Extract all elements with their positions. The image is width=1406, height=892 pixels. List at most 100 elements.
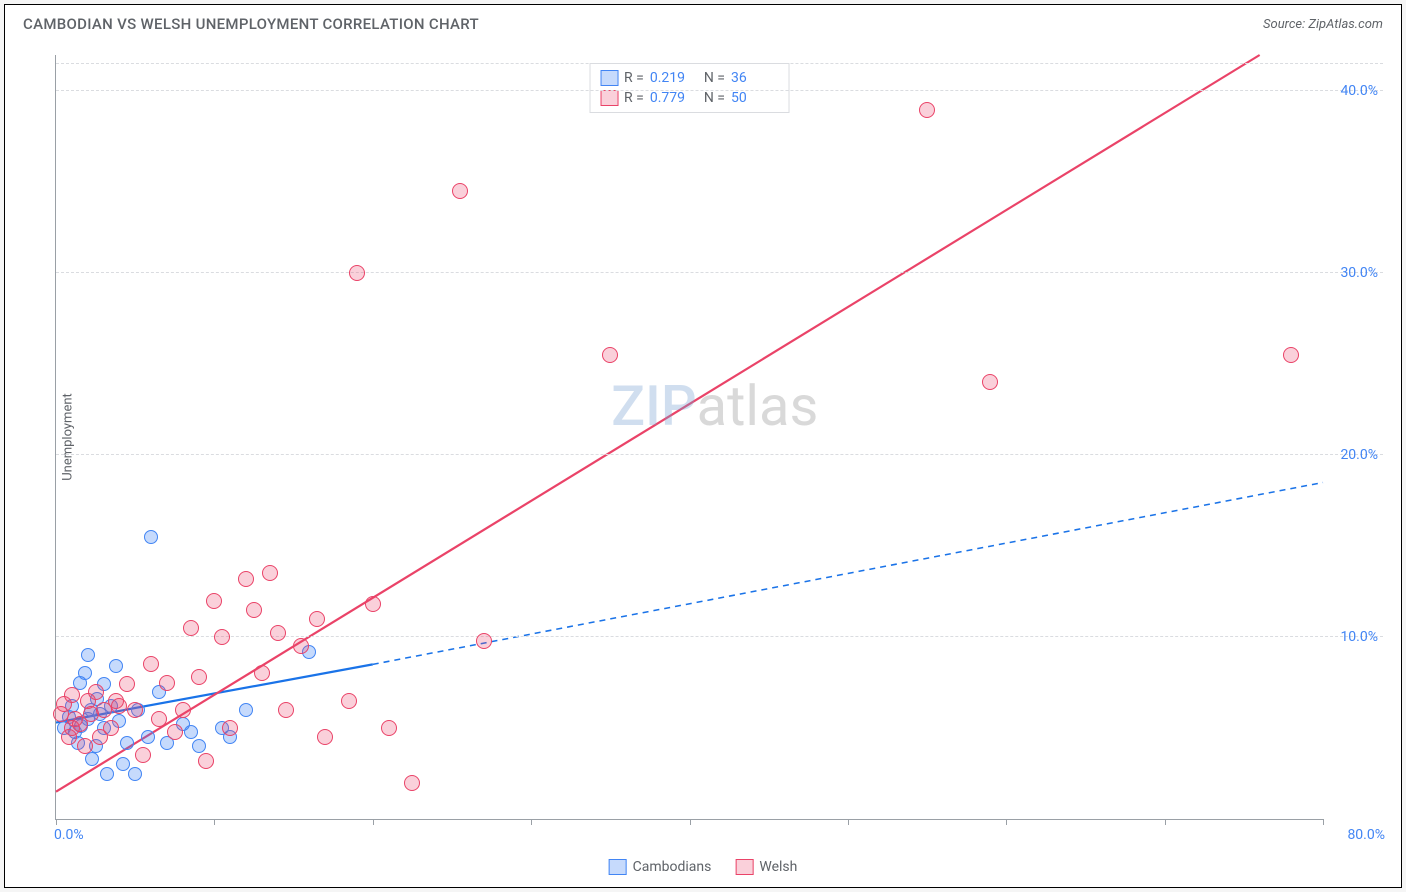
data-point — [476, 633, 492, 649]
data-point — [206, 593, 222, 609]
legend-item: Cambodians — [609, 859, 712, 875]
data-point — [278, 702, 294, 718]
data-point — [919, 102, 935, 118]
legend-n-label: N = — [704, 90, 725, 106]
data-point — [270, 625, 286, 641]
data-point — [238, 571, 254, 587]
data-point — [159, 675, 175, 691]
data-point — [293, 638, 309, 654]
watermark-prefix: ZIP — [611, 373, 696, 439]
legend-n-label: N = — [704, 70, 725, 86]
y-tick-label: 40.0% — [1340, 83, 1378, 99]
data-point — [239, 703, 253, 717]
data-point — [381, 720, 397, 736]
data-point — [85, 752, 99, 766]
data-point — [341, 693, 357, 709]
data-point — [143, 656, 159, 672]
data-point — [192, 739, 206, 753]
legend-swatch — [609, 859, 627, 875]
data-point — [262, 565, 278, 581]
x-tick — [531, 819, 532, 825]
data-point — [982, 374, 998, 390]
data-point — [78, 666, 92, 680]
data-point — [602, 347, 618, 363]
legend-swatch — [600, 90, 618, 106]
x-tick-label: 80.0% — [1347, 827, 1385, 843]
x-tick — [1323, 819, 1324, 825]
legend-series: Cambodians Welsh — [609, 859, 798, 875]
data-point — [144, 530, 158, 544]
data-point — [116, 757, 130, 771]
data-point — [222, 720, 238, 736]
data-point — [64, 687, 80, 703]
legend-correlation: R = 0.219 N = 36 R = 0.779 N = 50 — [589, 63, 790, 113]
gridline — [56, 63, 1383, 64]
legend-row: R = 0.219 N = 36 — [600, 68, 779, 88]
data-point — [309, 611, 325, 627]
data-point — [246, 602, 262, 618]
chart-area: Unemployment ZIPatlas R = 0.219 N = 36 — [55, 55, 1383, 845]
data-point — [254, 665, 270, 681]
data-point — [135, 747, 151, 763]
gridline — [56, 272, 1383, 273]
legend-n-value: 50 — [731, 90, 779, 106]
x-tick — [1165, 819, 1166, 825]
x-tick — [56, 819, 57, 825]
data-point — [109, 659, 123, 673]
data-point — [111, 698, 127, 714]
legend-label: Welsh — [759, 859, 797, 875]
legend-item: Welsh — [735, 859, 797, 875]
legend-swatch — [600, 70, 618, 86]
legend-label: Cambodians — [633, 859, 712, 875]
legend-swatch — [735, 859, 753, 875]
data-point — [119, 676, 135, 692]
plot-area: Unemployment ZIPatlas R = 0.219 N = 36 — [55, 55, 1323, 820]
y-tick-label: 10.0% — [1340, 629, 1378, 645]
chart-title: CAMBODIAN VS WELSH UNEMPLOYMENT CORRELAT… — [23, 15, 479, 33]
data-point — [198, 753, 214, 769]
watermark-suffix: atlas — [697, 373, 819, 439]
y-tick-label: 20.0% — [1340, 447, 1378, 463]
x-tick — [1006, 819, 1007, 825]
data-point — [404, 775, 420, 791]
data-point — [184, 725, 198, 739]
data-point — [120, 736, 134, 750]
data-point — [214, 629, 230, 645]
gridline — [56, 454, 1383, 455]
gridline — [56, 90, 1383, 91]
data-point — [365, 596, 381, 612]
x-tick — [690, 819, 691, 825]
data-point — [167, 724, 183, 740]
x-tick-label: 0.0% — [54, 827, 84, 843]
data-point — [141, 730, 155, 744]
data-point — [100, 767, 114, 781]
chart-container: CAMBODIAN VS WELSH UNEMPLOYMENT CORRELAT… — [0, 0, 1406, 892]
source-label: Source: ZipAtlas.com — [1263, 17, 1383, 32]
chart-header: CAMBODIAN VS WELSH UNEMPLOYMENT CORRELAT… — [5, 5, 1401, 41]
watermark: ZIPatlas — [611, 373, 818, 439]
data-point — [81, 648, 95, 662]
data-point — [183, 620, 199, 636]
data-point — [103, 720, 119, 736]
data-point — [191, 669, 207, 685]
legend-r-value: 0.779 — [650, 90, 698, 106]
data-point — [317, 729, 333, 745]
legend-r-label: R = — [624, 70, 644, 86]
legend-r-label: R = — [624, 90, 644, 106]
data-point — [127, 702, 143, 718]
data-point — [452, 183, 468, 199]
data-point — [88, 684, 104, 700]
gridline — [56, 636, 1383, 637]
data-point — [349, 265, 365, 281]
x-tick — [214, 819, 215, 825]
legend-r-value: 0.219 — [650, 70, 698, 86]
data-point — [77, 738, 93, 754]
x-tick — [373, 819, 374, 825]
legend-n-value: 36 — [731, 70, 779, 86]
x-tick — [848, 819, 849, 825]
data-point — [1283, 347, 1299, 363]
chart-inner: CAMBODIAN VS WELSH UNEMPLOYMENT CORRELAT… — [4, 4, 1402, 888]
data-point — [128, 767, 142, 781]
y-tick-label: 30.0% — [1340, 265, 1378, 281]
data-point — [175, 702, 191, 718]
